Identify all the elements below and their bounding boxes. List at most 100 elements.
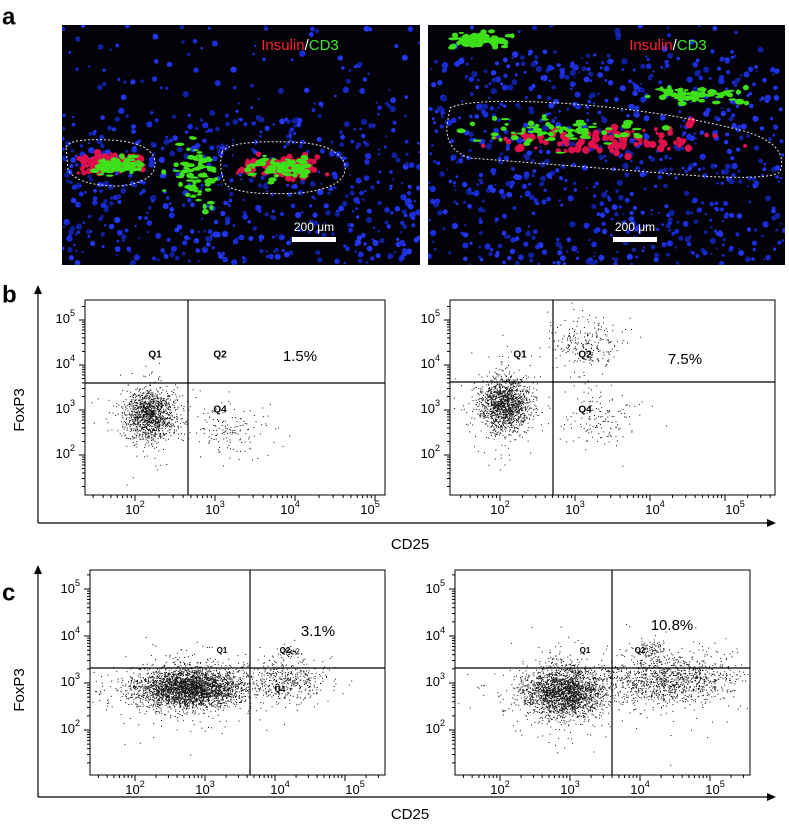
cd3-cell xyxy=(173,170,181,172)
nucleus xyxy=(491,70,496,75)
nucleus xyxy=(335,211,340,216)
nucleus xyxy=(668,229,670,231)
event-dot xyxy=(512,399,513,400)
cd3-cell xyxy=(180,162,190,166)
event-dot xyxy=(183,422,184,423)
event-dot xyxy=(531,396,532,397)
event-dot xyxy=(162,421,163,422)
event-dot xyxy=(152,411,153,412)
nucleus xyxy=(553,261,556,264)
event-dot xyxy=(215,435,216,436)
nucleus xyxy=(252,53,254,55)
nucleus xyxy=(641,211,645,215)
nucleus xyxy=(633,206,637,210)
event-dot xyxy=(504,392,505,393)
event-dot xyxy=(145,435,146,436)
nucleus xyxy=(537,95,541,99)
event-dot xyxy=(151,422,152,423)
event-dot xyxy=(515,380,516,381)
tick-label: 103 xyxy=(55,399,75,417)
nucleus xyxy=(503,74,507,78)
event-dot xyxy=(159,398,160,399)
event-dot xyxy=(202,428,203,429)
nucleus xyxy=(343,162,349,168)
event-dot xyxy=(496,411,497,412)
nucleus xyxy=(604,66,610,72)
event-dot xyxy=(479,398,480,399)
event-dot xyxy=(142,420,143,421)
event-dot xyxy=(150,410,151,411)
arrowhead xyxy=(767,519,776,527)
event-dot xyxy=(183,440,184,441)
nucleus xyxy=(710,227,712,229)
event-dot xyxy=(153,438,154,439)
nucleus xyxy=(365,153,371,159)
event-dot xyxy=(479,401,480,402)
event-dot xyxy=(518,396,519,397)
insulin-cell xyxy=(655,132,658,135)
cd3-cell xyxy=(183,167,188,170)
stain-legend: Insulin/CD3 xyxy=(261,37,339,54)
event-dot xyxy=(493,394,494,395)
event-dot xyxy=(483,395,484,396)
event-dot xyxy=(172,404,173,405)
event-dot xyxy=(149,424,150,425)
nucleus xyxy=(679,110,682,113)
nucleus xyxy=(155,233,161,239)
event-dot xyxy=(218,441,219,442)
nucleus xyxy=(675,246,678,249)
event-dot xyxy=(155,398,156,399)
event-dot xyxy=(518,383,519,384)
event-dot xyxy=(166,399,167,400)
cd3-cell xyxy=(457,128,466,133)
event-dot xyxy=(140,425,141,426)
event-dot xyxy=(156,397,157,398)
event-dot xyxy=(500,380,501,381)
event-dot xyxy=(521,397,522,398)
nucleus xyxy=(716,182,719,185)
nucleus xyxy=(709,77,712,80)
event-dot xyxy=(193,389,194,390)
event-dot xyxy=(132,413,133,414)
event-dot xyxy=(174,405,175,406)
nucleus xyxy=(232,139,235,142)
nucleus xyxy=(225,223,227,225)
event-dot xyxy=(482,406,483,407)
event-dot xyxy=(518,422,519,423)
cd3-cell xyxy=(98,159,105,163)
event-dot xyxy=(511,423,512,424)
nucleus xyxy=(665,63,670,68)
nucleus xyxy=(735,31,738,34)
event-dot xyxy=(153,401,154,402)
nucleus xyxy=(310,27,315,32)
event-dot xyxy=(153,435,154,436)
nucleus xyxy=(629,211,633,215)
event-dot xyxy=(135,417,136,418)
nucleus xyxy=(341,66,345,70)
nucleus xyxy=(399,255,405,261)
event-dot xyxy=(143,404,144,405)
nucleus xyxy=(98,217,103,222)
event-dot xyxy=(501,396,502,397)
event-dot xyxy=(235,417,236,418)
nucleus xyxy=(463,201,466,204)
event-dot xyxy=(505,414,506,415)
cd3-cell xyxy=(452,33,458,38)
insulin-cell xyxy=(325,172,329,176)
nucleus xyxy=(597,212,601,216)
nucleus xyxy=(69,164,73,168)
nucleus xyxy=(727,149,732,154)
event-dot xyxy=(492,376,493,377)
event-dot xyxy=(138,410,139,411)
nucleus xyxy=(644,115,650,121)
nucleus xyxy=(622,163,628,169)
event-dot xyxy=(146,386,147,387)
event-dot xyxy=(485,424,486,425)
event-dot xyxy=(147,415,148,416)
cd3-cell xyxy=(697,87,707,91)
event-dot xyxy=(174,417,175,418)
nucleus xyxy=(243,122,247,126)
nucleus xyxy=(544,189,547,192)
nucleus xyxy=(406,153,409,156)
event-dot xyxy=(510,435,511,436)
